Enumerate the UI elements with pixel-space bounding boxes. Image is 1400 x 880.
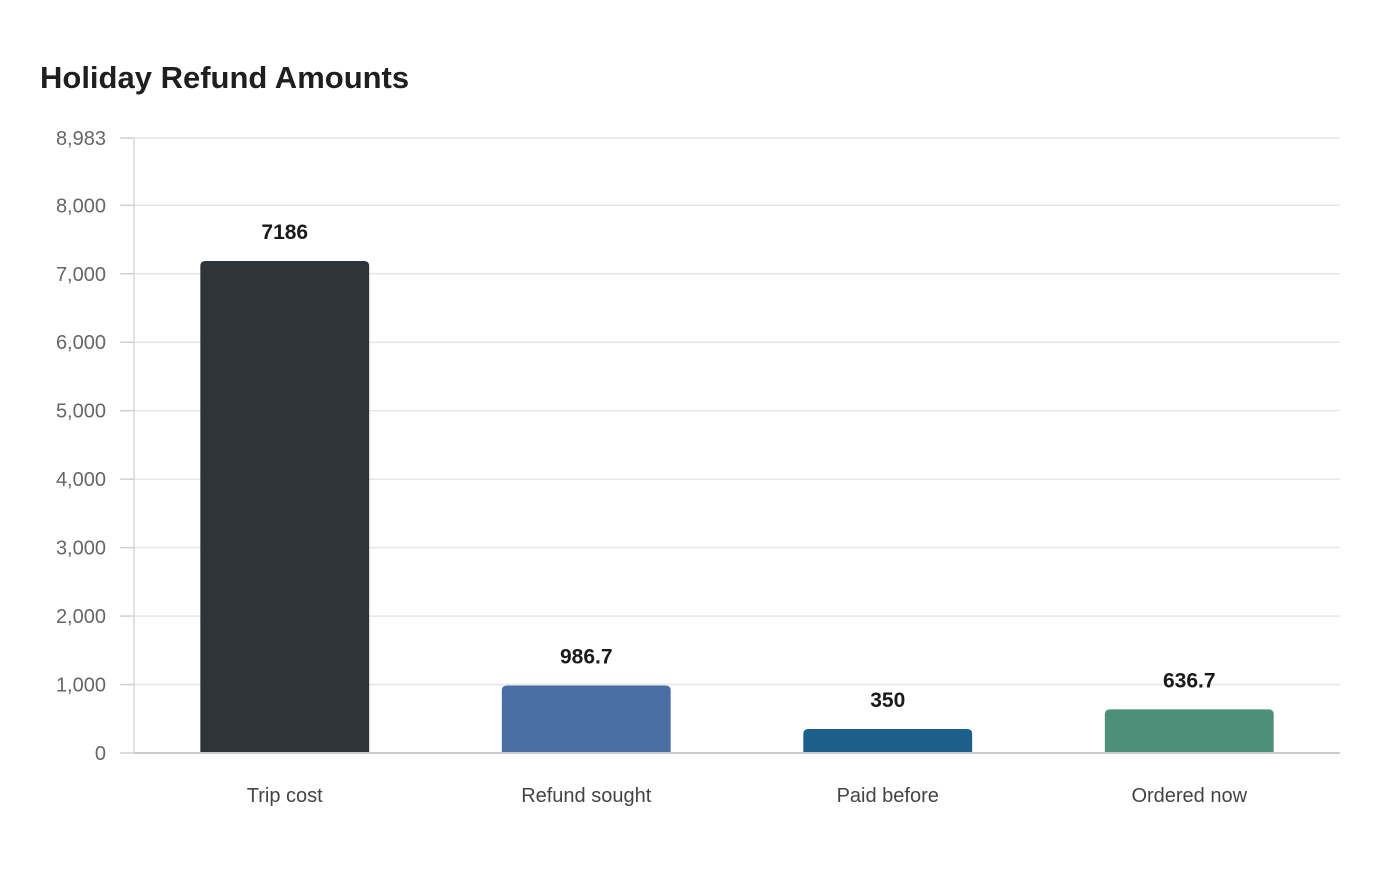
bars bbox=[200, 261, 1274, 753]
y-tick-label: 0 bbox=[95, 743, 106, 765]
bar-paid-before bbox=[803, 729, 973, 753]
data-labels: 7186 986.7 350 636.7 bbox=[261, 221, 1215, 712]
y-tick-label: 3,000 bbox=[56, 538, 106, 560]
y-tick-label: 8,983 bbox=[56, 128, 106, 150]
y-tick-label: 7,000 bbox=[56, 264, 106, 286]
bar-refund-sought bbox=[501, 685, 671, 753]
x-tick-label: Refund sought bbox=[521, 785, 652, 807]
chart-title: Holiday Refund Amounts bbox=[40, 60, 410, 95]
y-axis-ticks: 0 1,000 2,000 3,000 4,000 5,000 6,000 7,000 8,00… bbox=[56, 128, 134, 765]
data-label: 350 bbox=[870, 689, 905, 712]
y-tick-label: 8,000 bbox=[56, 195, 106, 217]
x-tick-label: Ordered now bbox=[1131, 785, 1247, 807]
y-tick-label: 2,000 bbox=[56, 606, 106, 628]
data-label: 986.7 bbox=[560, 645, 613, 668]
y-tick-label: 6,000 bbox=[56, 332, 106, 354]
data-label: 636.7 bbox=[1163, 669, 1216, 692]
data-label: 7186 bbox=[261, 221, 308, 244]
y-tick-label: 4,000 bbox=[56, 469, 106, 491]
x-axis-labels: Trip cost Refund sought Paid before Ordered… bbox=[247, 785, 1248, 807]
x-tick-label: Paid before bbox=[837, 785, 939, 807]
y-tick-label: 1,000 bbox=[56, 675, 106, 697]
y-tick-label: 5,000 bbox=[56, 401, 106, 423]
bar-ordered-now bbox=[1104, 709, 1274, 753]
bar-trip-cost bbox=[200, 261, 370, 753]
x-tick-label: Trip cost bbox=[247, 785, 323, 807]
